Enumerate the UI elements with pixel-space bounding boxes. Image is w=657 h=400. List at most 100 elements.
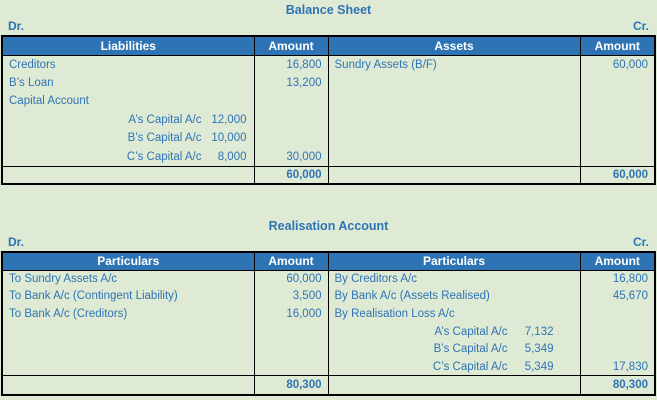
cell-amount <box>579 305 656 323</box>
table-row: To Bank A/c (Contingent Liability) 3,500… <box>1 287 656 306</box>
cell-liability: B’s Capital A/c 10,000 <box>1 129 255 148</box>
balance-sheet-table: Liabilities Amount Assets Amount Credito… <box>1 35 656 185</box>
cell-liability: Creditors <box>1 55 255 74</box>
loss-sub-item: B’s Capital A/c 5,349 <box>335 343 573 355</box>
cr-label: Cr. <box>632 235 649 249</box>
cell-empty <box>1 357 255 376</box>
cell-amount: 30,000 <box>253 147 329 166</box>
table-row: Creditors 16,800 Sundry Assets (B/F) 60,… <box>1 55 656 74</box>
cell-total-amount: 80,300 <box>253 375 329 395</box>
table-row: C’s Capital A/c 8,000 30,000 <box>1 147 656 166</box>
cell-amount: 60,000 <box>579 55 656 74</box>
table-row: A’s Capital A/c 12,000 <box>1 110 656 129</box>
cell-empty <box>253 129 329 148</box>
sub-amount: 7,132 <box>524 325 554 338</box>
balance-sheet-title: Balance Sheet <box>285 3 372 17</box>
header-particulars: Particulars <box>327 252 581 271</box>
cell-amount: 45,670 <box>579 287 656 306</box>
dr-label: Dr. <box>8 19 25 33</box>
cell-total-amount: 60,000 <box>579 165 656 184</box>
sub-amount: 8,000 <box>217 150 247 163</box>
cell-total-amount: 80,300 <box>579 375 656 395</box>
sub-amount: 5,349 <box>524 360 554 373</box>
table-row: C’s Capital A/c 5,349 17,830 <box>1 357 656 376</box>
cell-amount <box>579 92 656 111</box>
cell-particulars: To Bank A/c (Creditors) <box>1 305 255 323</box>
cell-particulars: By Bank A/c (Assets Realised) <box>327 287 581 306</box>
cr-label: Cr. <box>632 19 649 33</box>
header-assets: Assets <box>327 36 581 56</box>
sub-label: C’s Capital A/c <box>126 150 202 163</box>
sub-label: A’s Capital A/c <box>128 113 202 126</box>
cell-liability: B’s Loan <box>1 73 255 92</box>
sub-label: B’s Capital A/c <box>127 132 202 145</box>
cell-empty <box>579 129 656 148</box>
cell-particulars: By Creditors A/c <box>327 270 581 288</box>
cell-empty <box>1 322 255 341</box>
sub-amount: 5,349 <box>524 343 554 356</box>
cell-particulars: B’s Capital A/c 5,349 <box>327 340 581 358</box>
cell-empty <box>253 340 329 358</box>
sub-amount: 12,000 <box>211 113 247 126</box>
cell-empty <box>327 147 581 166</box>
cell-asset <box>327 73 581 92</box>
header-particulars: Particulars <box>1 252 255 271</box>
cell-empty <box>327 375 581 395</box>
cell-particulars: C’s Capital A/c 5,349 <box>327 357 581 376</box>
cell-empty <box>253 322 329 341</box>
cell-particulars: To Sundry Assets A/c <box>1 270 255 288</box>
balance-sheet-section: Balance Sheet Dr. Cr. Liabilities Amount… <box>0 0 657 185</box>
balance-sheet-drcr-row: Dr. Cr. <box>0 20 657 33</box>
cell-amount: 3,500 <box>253 287 329 306</box>
header-liabilities: Liabilities <box>1 36 255 56</box>
table-row: To Sundry Assets A/c 60,000 By Creditors… <box>1 270 656 288</box>
cell-empty <box>253 357 329 376</box>
sub-amount: 10,000 <box>211 132 247 145</box>
cell-amount: 16,000 <box>253 305 329 323</box>
realisation-account-table: Particulars Amount Particulars Amount To… <box>1 251 656 396</box>
loss-sub-item: C’s Capital A/c 5,349 <box>335 361 573 373</box>
sub-label: C’s Capital A/c <box>432 360 508 373</box>
cell-particulars: A’s Capital A/c 7,132 <box>327 322 581 341</box>
table-row: Capital Account <box>1 92 656 111</box>
cell-empty <box>253 110 329 129</box>
cell-liability: C’s Capital A/c 8,000 <box>1 147 255 166</box>
table-row: B’s Capital A/c 5,349 <box>1 340 656 358</box>
cell-empty <box>1 375 255 395</box>
cell-asset <box>327 92 581 111</box>
cell-empty <box>579 147 656 166</box>
cell-amount: 16,800 <box>253 55 329 74</box>
cell-empty <box>579 110 656 129</box>
header-amount: Amount <box>579 252 656 271</box>
realisation-account-section: Realisation Account Dr. Cr. Particulars … <box>0 219 657 396</box>
totals-row: 60,000 60,000 <box>1 165 656 184</box>
cell-empty <box>327 165 581 184</box>
cell-amount: 16,800 <box>579 270 656 288</box>
table-row: To Bank A/c (Creditors) 16,000 By Realis… <box>1 305 656 323</box>
table-row: B’s Loan 13,200 <box>1 73 656 92</box>
cell-liability: A’s Capital A/c 12,000 <box>1 110 255 129</box>
cell-empty <box>327 110 581 129</box>
header-amount: Amount <box>253 252 329 271</box>
cell-amount: 13,200 <box>253 73 329 92</box>
realisation-account-drcr-row: Dr. Cr. <box>0 236 657 249</box>
capital-sub-item: C’s Capital A/c 8,000 <box>9 151 247 163</box>
cell-liability: Capital Account <box>1 92 255 111</box>
cell-empty <box>579 322 656 341</box>
cell-empty <box>579 340 656 358</box>
header-amount: Amount <box>579 36 656 56</box>
cell-amount <box>253 92 329 111</box>
sub-label: B’s Capital A/c <box>433 343 508 356</box>
header-amount: Amount <box>253 36 329 56</box>
cell-particulars: To Bank A/c (Contingent Liability) <box>1 287 255 306</box>
cell-amount: 17,830 <box>579 357 656 376</box>
cell-amount <box>579 73 656 92</box>
loss-sub-item: A’s Capital A/c 7,132 <box>335 326 573 338</box>
cell-empty <box>327 129 581 148</box>
capital-sub-item: A’s Capital A/c 12,000 <box>9 113 247 126</box>
table-row: B’s Capital A/c 10,000 <box>1 129 656 148</box>
cell-amount: 60,000 <box>253 270 329 288</box>
cell-empty <box>1 165 255 184</box>
cell-total-amount: 60,000 <box>253 165 329 184</box>
